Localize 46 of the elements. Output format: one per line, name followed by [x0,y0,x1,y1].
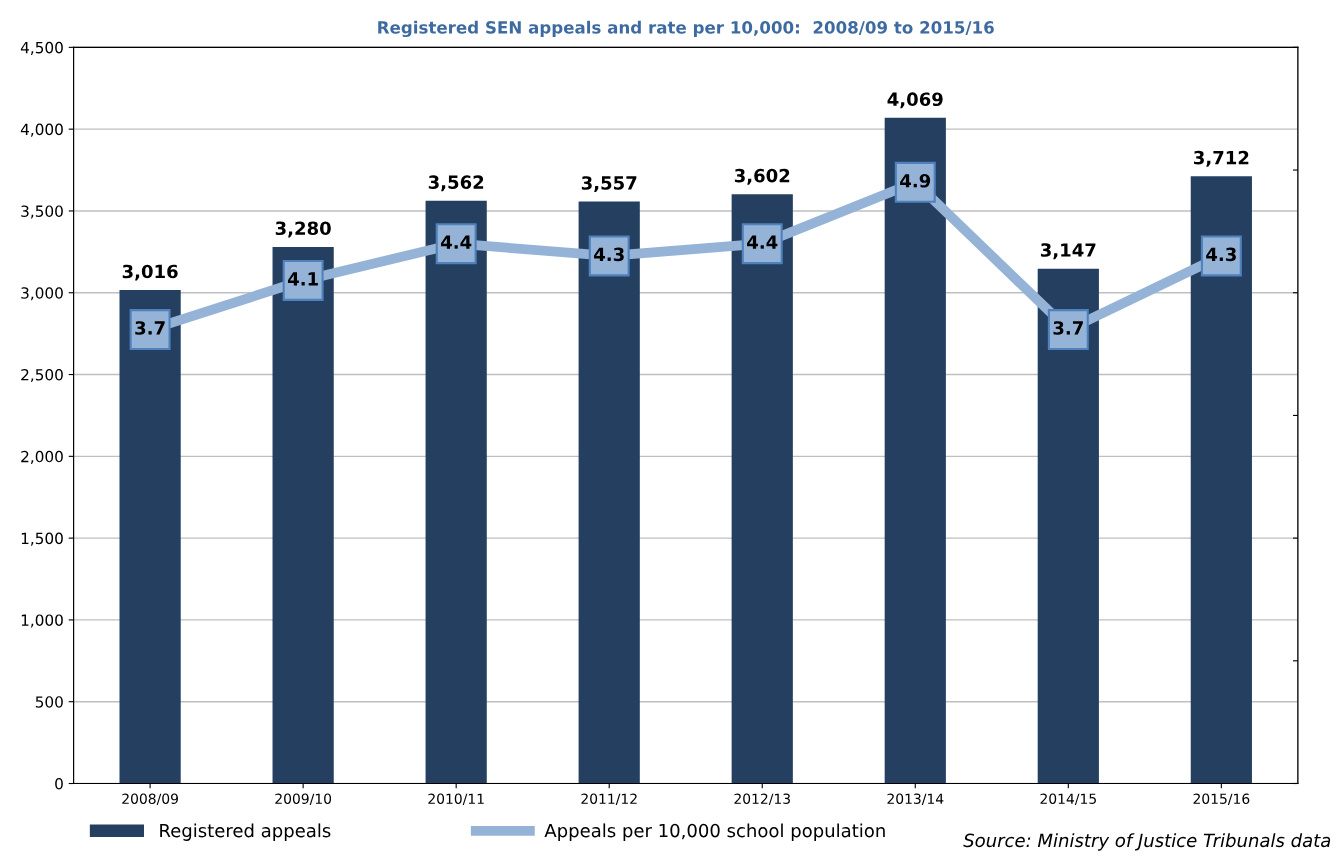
data-label: 3,557 [581,176,637,193]
data-label: 3,280 [275,221,331,238]
legend-label: Registered appeals [160,823,331,841]
bar [884,117,946,784]
x-tick-label: 2015/16 [1193,793,1250,806]
x-tick-label: 2013/14 [887,793,944,806]
x-tick-label: 2010/11 [428,793,484,806]
data-label: 4.3 [594,247,624,262]
bar [578,201,640,784]
data-label: 3,562 [428,175,484,192]
y-tick-label: 2,500 [21,369,63,383]
data-label: 4.4 [440,235,472,249]
y-tick-label: 0 [55,777,63,790]
bar [119,290,181,784]
data-label: 4.9 [900,173,931,188]
legend-label: Appeals per 10,000 school population [544,823,885,841]
data-label: 3,016 [122,264,178,281]
bar [1190,176,1252,784]
chart-title: Registered SEN appeals and rate per 10,000: 2008/09 to 2015/16 [378,20,994,38]
y-tick-label: 3,500 [21,205,63,219]
data-label: 3,147 [1040,243,1096,260]
bar [1037,268,1099,784]
bar [272,246,334,784]
data-label: 3.7 [1053,321,1083,335]
source-note: Source: Ministry of Justice Tribunals data [963,833,1331,851]
bar [425,200,487,784]
y-tick-label: 500 [35,696,63,708]
y-tick-label: 1,000 [21,614,63,628]
x-tick-label: 2011/12 [581,793,637,806]
data-label: 4.3 [1206,247,1236,262]
x-tick-label: 2014/15 [1040,793,1096,806]
x-tick-label: 2012/13 [734,793,790,806]
y-tick-label: 3,000 [21,287,63,301]
bar [731,194,793,784]
x-tick-label: 2009/10 [275,793,332,806]
x-tick-label: 2008/09 [122,793,178,806]
data-label: 3,602 [734,168,790,185]
data-label: 4.4 [747,235,778,249]
data-label: 3.7 [135,321,165,335]
y-tick-label: 2,000 [21,450,63,464]
y-tick-label: 4,500 [20,41,63,55]
y-tick-label: 1,500 [21,532,63,546]
data-label: 4,069 [887,92,943,109]
data-label: 4.1 [287,272,318,286]
y-tick-label: 4,000 [20,123,63,137]
data-label: 3,712 [1194,150,1249,167]
